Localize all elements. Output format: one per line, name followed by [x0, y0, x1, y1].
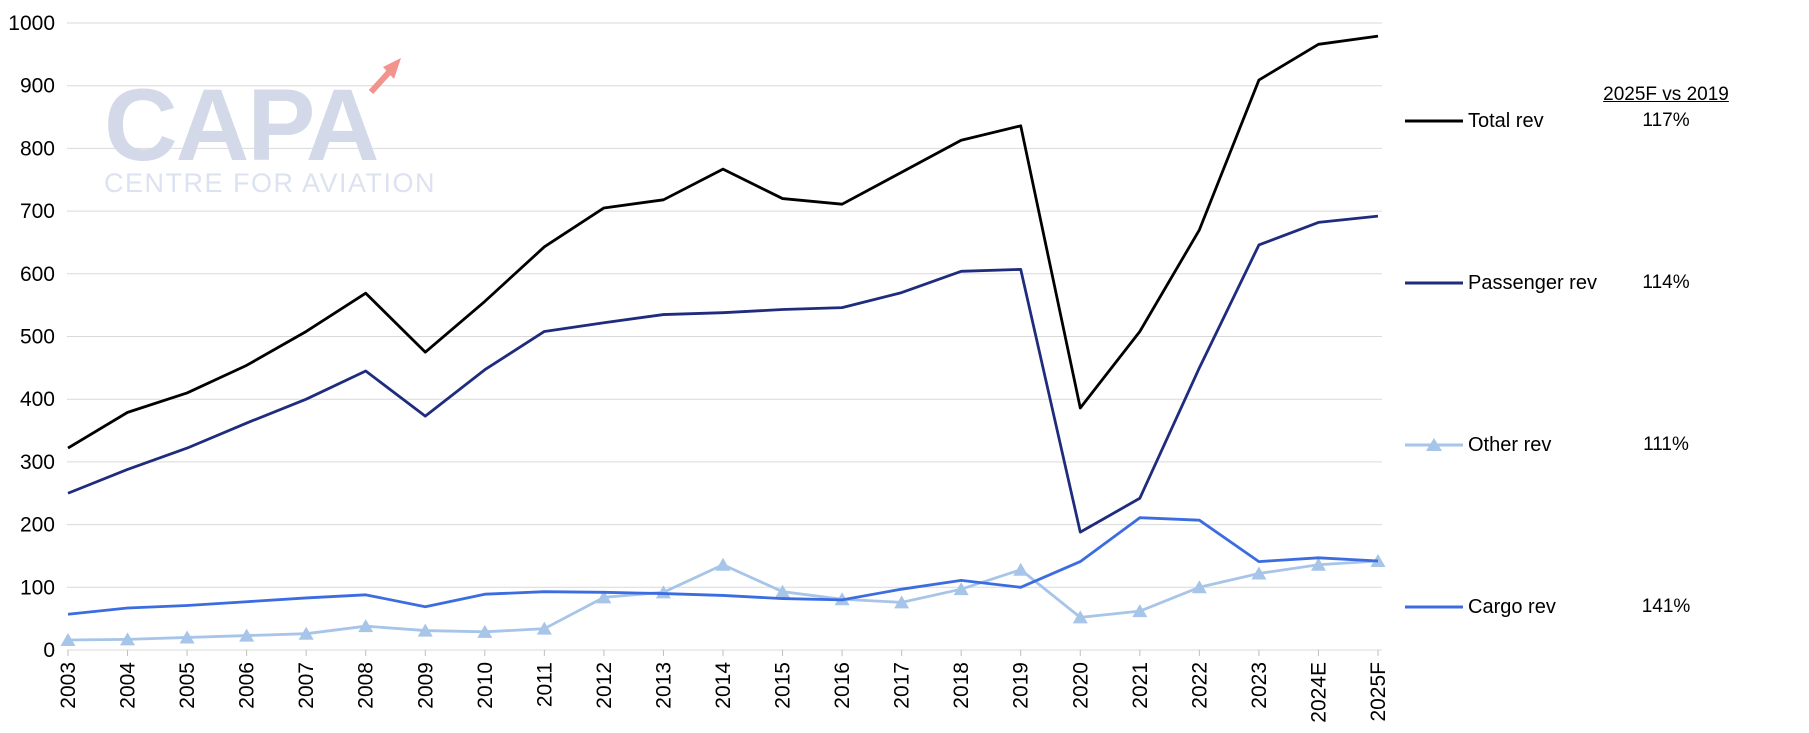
comparison-header: 2025F vs 2019: [1603, 84, 1729, 105]
y-axis-tick-label: 800: [20, 137, 55, 160]
x-axis-tick-label: 2019: [1010, 662, 1033, 709]
triangle-marker: [417, 623, 433, 637]
y-axis-tick-label: 700: [20, 200, 55, 223]
y-axis-tick-label: 500: [20, 326, 55, 349]
x-axis-tick-label: 2017: [891, 662, 914, 709]
triangle-marker: [596, 590, 612, 604]
triangle-marker: [1072, 610, 1088, 624]
x-axis-tick-label: 2014: [712, 662, 735, 709]
y-axis-tick-label: 0: [43, 639, 55, 662]
legend-item-passenger-rev: Passenger rev: [1405, 271, 1597, 295]
passenger-rev-line-icon: [1405, 281, 1463, 285]
triangle-marker: [1251, 566, 1267, 580]
legend-label: Total rev: [1468, 109, 1544, 132]
legend-label: Other rev: [1468, 433, 1552, 456]
x-axis-tick-label: 2008: [355, 662, 378, 709]
total-rev-line-icon: [1405, 119, 1463, 123]
other-rev-line-icon: [1405, 438, 1463, 451]
y-axis-tick-label: 600: [20, 263, 55, 286]
x-axis-tick-label: 2010: [474, 662, 497, 709]
cargo-rev-line-icon: [1405, 605, 1463, 609]
x-axis-tick-label: 2015: [772, 662, 795, 709]
y-axis-tick-label: 300: [20, 451, 55, 474]
triangle-marker: [298, 626, 314, 640]
triangle-marker: [536, 621, 552, 635]
x-axis-tick-label: 2024E: [1307, 662, 1330, 723]
x-axis-tick-label: 2003: [57, 662, 80, 709]
x-axis-tick-label: 2006: [236, 662, 259, 709]
x-axis-tick-label: 2023: [1248, 662, 1271, 709]
x-axis-tick-label: 2007: [295, 662, 318, 709]
triangle-marker: [120, 632, 136, 646]
y-axis-tick-label: 1000: [8, 12, 55, 35]
y-axis-tick-label: 400: [20, 388, 55, 411]
y-axis-tick-label: 200: [20, 514, 55, 537]
triangle-marker: [179, 630, 195, 644]
series-line-cargo-rev: [67, 516, 1379, 616]
x-axis-tick-label: 2025F: [1367, 662, 1390, 722]
x-axis-tick-label: 2016: [831, 662, 854, 709]
legend-item-total-rev: Total rev: [1405, 109, 1544, 133]
triangle-marker: [894, 595, 910, 609]
x-axis-tick-label: 2004: [117, 662, 140, 709]
cargo-rev-pct: 141%: [1641, 596, 1691, 617]
triangle-marker: [60, 632, 76, 646]
x-axis-tick-label: 2020: [1069, 662, 1092, 709]
legend-item-cargo-rev: Cargo rev: [1405, 595, 1556, 619]
legend-label: Passenger rev: [1468, 271, 1597, 294]
other-rev-pct: 111%: [1643, 434, 1689, 455]
triangle-marker: [1013, 562, 1029, 576]
total-rev-pct: 117%: [1642, 110, 1690, 131]
x-axis-tick-label: 2009: [414, 662, 437, 709]
legend-label: Cargo rev: [1468, 595, 1556, 618]
x-axis-tick-label: 2021: [1129, 662, 1152, 709]
x-axis-tick-label: 2018: [950, 662, 973, 709]
triangle-marker: [715, 557, 731, 571]
legend-item-other-rev: Other rev: [1405, 433, 1551, 457]
x-axis-tick-label: 2011: [533, 662, 556, 707]
x-axis-tick-label: 2012: [593, 662, 616, 709]
passenger-rev-pct: 114%: [1642, 272, 1690, 293]
triangle-marker: [1310, 557, 1326, 571]
x-axis-tick-label: 2013: [652, 662, 675, 709]
y-axis-tick-label: 100: [20, 576, 55, 599]
series-line-passenger-rev: [67, 214, 1379, 534]
x-axis-tick-label: 2022: [1188, 662, 1211, 709]
triangle-marker: [477, 624, 493, 638]
y-axis-tick-label: 900: [20, 75, 55, 98]
triangle-marker: [239, 628, 255, 642]
series-line-total-rev: [67, 34, 1379, 450]
x-axis-tick-label: 2005: [176, 662, 199, 709]
triangle-marker: [358, 619, 374, 633]
triangle-marker: [775, 584, 791, 598]
triangle-marker: [1132, 604, 1148, 618]
triangle-marker: [1191, 580, 1207, 594]
triangle-marker: [953, 582, 969, 596]
